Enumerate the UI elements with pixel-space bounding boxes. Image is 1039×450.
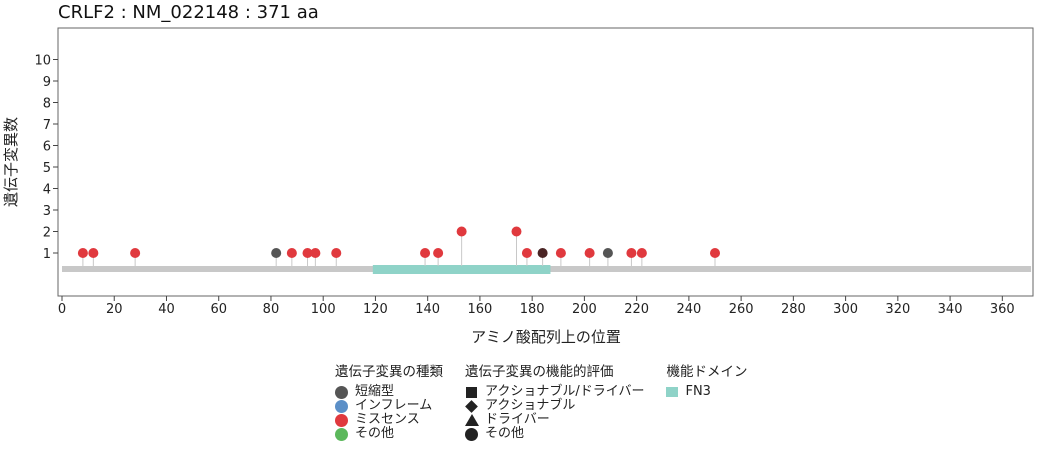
other-dot-icon — [335, 427, 348, 441]
circle-icon — [465, 427, 478, 441]
mutation-point — [456, 226, 467, 237]
x-axis: 0 20 40 60 80 100 120 140 160 180 200 220 240 260 280 3… — [58, 296, 1015, 317]
x-tick-label: 260 — [729, 302, 754, 317]
y-tick-label: 2 — [43, 226, 51, 241]
legend-item: 短縮型 — [335, 385, 443, 399]
legend-title: 遺伝子変異の機能的評価 — [465, 364, 614, 380]
chart-title: CRLF2 : NM_022148 : 371 aa — [58, 2, 319, 23]
x-tick-label: 60 — [210, 302, 227, 317]
legend-item: アクショナブル/ドライバー — [465, 385, 644, 399]
x-tick-label: 140 — [415, 302, 440, 317]
legend-item: その他 — [335, 427, 443, 441]
x-tick-label: 20 — [106, 302, 123, 317]
y-tick-label: 9 — [43, 75, 51, 90]
legend-title: 遺伝子変異の種類 — [335, 364, 443, 380]
mutation-point — [602, 248, 613, 258]
y-axis-label: 遺伝子変異数 — [2, 117, 20, 207]
legend-item: その他 — [465, 427, 644, 441]
mutation-point — [521, 248, 532, 258]
legend-label: ドライバー — [485, 412, 550, 427]
mutation-point — [77, 248, 88, 258]
legend-label: ミスセンス — [355, 412, 420, 427]
x-axis-label: アミノ酸配列上の位置 — [471, 328, 621, 346]
y-tick-label: 10 — [34, 54, 51, 69]
x-tick-label: 220 — [624, 302, 649, 317]
y-tick-label: 3 — [43, 204, 51, 219]
mutation-point — [584, 248, 595, 258]
legend-label: アクショナブル — [485, 398, 576, 413]
y-tick-label: 8 — [43, 97, 51, 112]
legend-mutation-type: 遺伝子変異の種類 短縮型 インフレーム ミスセンス その他 — [335, 360, 443, 441]
mutation-point — [331, 248, 342, 258]
legend-item: ミスセンス — [335, 413, 443, 427]
plot-frame — [57, 27, 1034, 297]
legend-label: 短縮型 — [355, 384, 395, 399]
missense-dot-icon — [335, 413, 348, 427]
y-tick-label: 4 — [43, 183, 51, 198]
legend-item: FN3 — [666, 385, 747, 399]
x-tick-label: 200 — [572, 302, 597, 317]
truncating-dot-icon — [335, 385, 348, 399]
legend-label: アクショナブル/ドライバー — [485, 384, 645, 399]
domain-swatch-icon — [666, 387, 679, 397]
diamond-icon — [465, 399, 478, 413]
legend-item: アクショナブル — [465, 399, 644, 413]
x-tick-label: 340 — [938, 302, 963, 317]
x-tick-label: 320 — [885, 302, 910, 317]
legend-label: その他 — [355, 426, 395, 441]
legend-label: FN3 — [685, 384, 711, 399]
legend-functional-evaluation: 遺伝子変異の機能的評価 アクショナブル/ドライバー アクショナブル ドライバー … — [465, 360, 644, 441]
y-tick-label: 1 — [43, 247, 51, 262]
mutation-point — [537, 248, 548, 258]
legend-domain: 機能ドメイン FN3 — [666, 360, 747, 441]
legend-title: 機能ドメイン — [666, 364, 748, 380]
mutation-point — [271, 248, 282, 258]
mutation-point — [636, 248, 647, 258]
legend-label: インフレーム — [355, 398, 433, 413]
mutation-point — [626, 248, 637, 258]
mutation-point — [130, 248, 141, 258]
x-tick-label: 0 — [58, 302, 66, 317]
y-tick-label: 6 — [43, 140, 51, 155]
triangle-icon — [465, 414, 479, 426]
x-tick-label: 300 — [833, 302, 858, 317]
x-tick-label: 120 — [363, 302, 388, 317]
lollipop-chart: CRLF2 : NM_022148 : 371 aa 1 2 3 4 5 6 7 8 9 10 0… — [2, 2, 1034, 346]
x-tick-label: 360 — [990, 302, 1015, 317]
inframe-dot-icon — [335, 399, 348, 413]
legend-item: インフレーム — [335, 399, 443, 413]
x-tick-label: 40 — [158, 302, 175, 317]
mutation-point — [310, 248, 321, 258]
x-tick-label: 80 — [263, 302, 280, 317]
mutation-point — [88, 248, 99, 258]
y-tick-label: 5 — [43, 161, 51, 176]
x-tick-label: 160 — [468, 302, 493, 317]
legend: 遺伝子変異の種類 短縮型 インフレーム ミスセンス その他 遺伝子変異の機能的評… — [335, 360, 747, 441]
mutation-point — [420, 248, 431, 258]
y-axis: 1 2 3 4 5 6 7 8 9 10 — [34, 54, 58, 262]
mutation-point — [710, 248, 720, 258]
domain-fn3 — [372, 265, 551, 274]
mutation-point — [511, 226, 522, 237]
square-icon — [466, 386, 477, 398]
mutation-stems — [82, 231, 716, 266]
mutation-point — [302, 248, 313, 258]
mutation-point — [286, 248, 297, 258]
x-tick-label: 100 — [311, 302, 336, 317]
mutation-markers — [77, 226, 720, 258]
x-tick-label: 180 — [520, 302, 545, 317]
mutation-point — [555, 248, 566, 258]
y-tick-label: 7 — [43, 118, 51, 133]
legend-label: その他 — [485, 426, 525, 441]
x-tick-label: 240 — [676, 302, 701, 317]
protein-backbone — [62, 265, 1032, 274]
mutation-point — [433, 248, 444, 258]
legend-item: ドライバー — [465, 413, 644, 427]
x-tick-label: 280 — [781, 302, 806, 317]
